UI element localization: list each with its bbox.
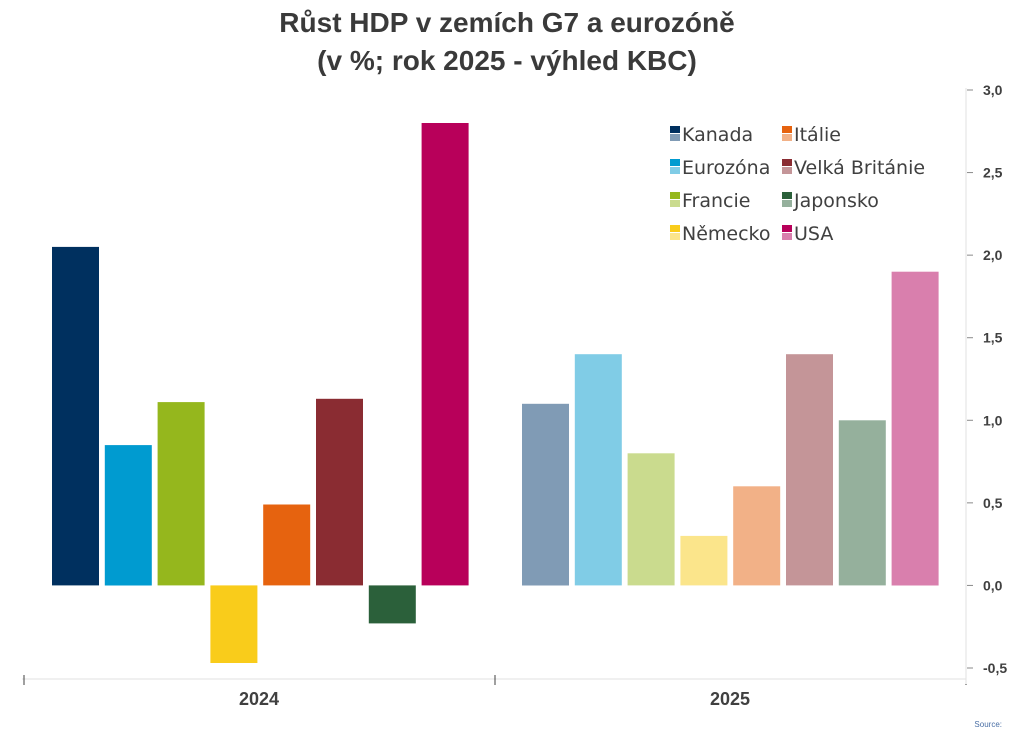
y-tick-label-4: 1,5 [983, 330, 1003, 346]
legend-swatch-2024-eurozona [670, 159, 680, 166]
source-note: Source: [974, 720, 1002, 729]
legend-swatch-2024-usa [782, 225, 792, 232]
legend-item-eurozona: Eurozóna [670, 157, 770, 179]
y-tick-label-1: 0,0 [983, 577, 1003, 593]
legend-swatch-2025-nemecko [670, 233, 680, 240]
y-tick-label-0: -0,5 [983, 660, 1007, 676]
legend-item-francie: Francie [670, 190, 750, 212]
x-tick-label-2024: 2024 [239, 689, 279, 709]
legend-item-kanada: Kanada [670, 124, 753, 146]
bar-italie-2025 [733, 486, 781, 586]
legend-swatch-2025-usa [782, 233, 792, 240]
legend-swatch-2024-francie [670, 192, 680, 199]
y-tick-label-5: 2,0 [983, 247, 1003, 263]
legend-swatch-2024-japonsko [782, 192, 792, 199]
legend-swatch-2025-kanada [670, 134, 680, 141]
bar-eurozona-2025 [574, 354, 622, 586]
legend-item-velka-britanie: Velká Británie [782, 157, 925, 179]
legend-item-nemecko: Německo [670, 223, 771, 245]
legend: Kanada Itálie Eurozóna Velká Británie Franci… [670, 124, 925, 245]
legend-label-nemecko: Německo [682, 223, 771, 245]
chart-title-line1: Růst HDP v zemích G7 a eurozóně [279, 7, 735, 38]
y-tick-label-3: 1,0 [983, 412, 1003, 428]
bar-velka-britanie-2025 [786, 354, 833, 586]
y-tick-label-2: 0,5 [983, 495, 1003, 511]
bar-usa-2025 [891, 271, 939, 586]
legend-swatch-2024-kanada [670, 126, 680, 133]
chart-subtitle: (v %; rok 2025 - výhled KBC) [317, 45, 697, 76]
legend-label-velka-britanie: Velká Británie [794, 157, 925, 179]
bars-layer [52, 123, 939, 663]
legend-swatch-2025-velka-britanie [782, 167, 792, 174]
legend-label-usa: USA [794, 223, 833, 245]
legend-swatch-2024-nemecko [670, 225, 680, 232]
legend-label-eurozona: Eurozóna [682, 157, 770, 179]
bar-japonsko-2025 [838, 420, 886, 586]
y-tick-label-7: 3,0 [983, 82, 1003, 98]
bar-francie-2025 [627, 453, 675, 586]
bar-francie-2024 [157, 402, 205, 586]
legend-swatch-2025-francie [670, 200, 680, 207]
legend-item-japonsko: Japonsko [782, 190, 879, 212]
bar-italie-2024 [263, 504, 311, 586]
chart-title: Růst HDP v zemích G7 a eurozóně (v %; ro… [0, 4, 1014, 80]
bar-usa-2024 [421, 123, 469, 586]
legend-swatch-2025-japonsko [782, 200, 792, 207]
legend-label-francie: Francie [682, 190, 750, 212]
legend-swatch-2024-velka-britanie [782, 159, 792, 166]
axis-layer: 2024 2025 -0,5 0,0 0,5 1,0 1,5 2,0 2,5 3,0 [22, 82, 1007, 709]
x-tick-label-2025: 2025 [710, 689, 750, 709]
legend-label-japonsko: Japonsko [793, 190, 879, 212]
legend-swatch-2024-italie [782, 126, 792, 133]
legend-swatch-2025-eurozona [670, 167, 680, 174]
bar-japonsko-2024 [368, 585, 416, 624]
legend-label-kanada: Kanada [682, 124, 753, 146]
legend-swatch-2025-italie [782, 134, 792, 141]
bar-kanada-2024 [52, 246, 99, 586]
legend-item-italie: Itálie [782, 124, 841, 146]
bar-velka-britanie-2024 [316, 398, 363, 586]
bar-nemecko-2024 [210, 585, 258, 663]
legend-item-usa: USA [782, 223, 833, 245]
legend-label-italie: Itálie [794, 124, 841, 146]
bar-kanada-2025 [522, 403, 569, 586]
y-tick-label-6: 2,5 [983, 165, 1003, 181]
bar-eurozona-2024 [104, 445, 152, 586]
bar-nemecko-2025 [680, 535, 728, 586]
